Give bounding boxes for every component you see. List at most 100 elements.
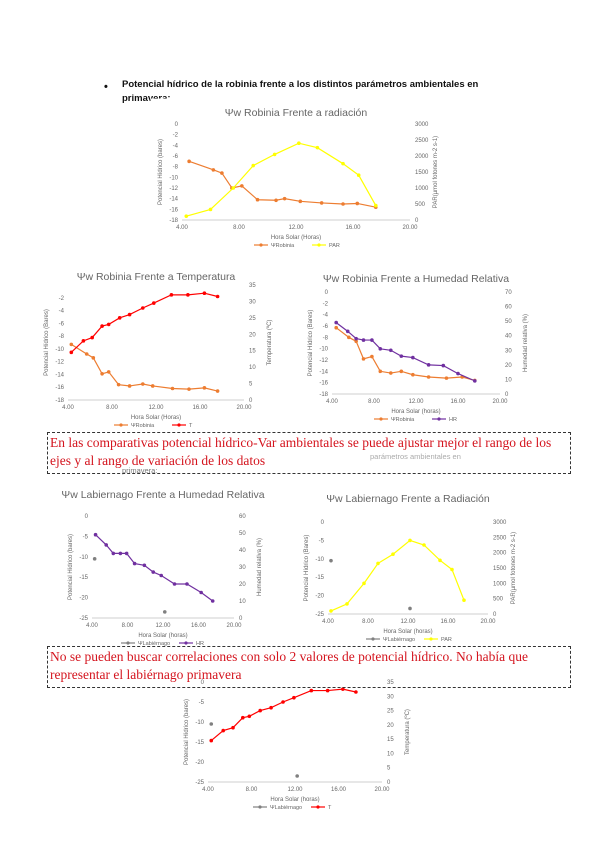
data-point [240, 184, 244, 188]
data-point [356, 173, 361, 177]
chart-background [38, 260, 280, 412]
y-tick-label: -12 [55, 360, 64, 366]
y2-tick-label: 2500 [415, 138, 429, 144]
y-tick-label: -15 [79, 575, 88, 581]
data-point [90, 335, 94, 340]
data-point [354, 336, 358, 341]
y2-tick-label: 20 [239, 582, 246, 588]
data-point [315, 145, 320, 150]
chart-background [170, 680, 410, 810]
data-point [399, 354, 404, 358]
x-tick-label: 16.00 [440, 619, 456, 625]
data-point [347, 335, 351, 340]
x-axis-label: Hora Solar (Horas) [131, 415, 181, 421]
legend-marker [259, 243, 263, 247]
data-point [438, 558, 442, 563]
data-point [186, 293, 190, 297]
y-tick-label: -5 [319, 538, 325, 544]
y2-tick-label: 70 [505, 290, 512, 296]
x-tick-label: 20.00 [236, 405, 252, 411]
data-point [209, 722, 214, 726]
legend-label: PAR [441, 637, 452, 643]
data-point [462, 598, 466, 602]
data-point [370, 338, 374, 342]
data-point [334, 320, 338, 325]
y-tick-label: 0 [325, 290, 329, 296]
data-point [295, 774, 299, 778]
y-tick-label: -18 [169, 218, 178, 224]
legend-label: T [189, 423, 193, 429]
data-point [309, 688, 314, 693]
data-point [334, 325, 338, 330]
y2-tick-label: 15 [387, 737, 394, 743]
data-point [282, 196, 287, 201]
legend-label: ΨRobinia [131, 423, 155, 429]
y2-axis-label: Humedad relativa (%) [523, 314, 529, 372]
y-axis-label: Potencial Hídrico (Bares) [44, 309, 50, 376]
y-tick-label: -4 [173, 143, 179, 149]
legend-label: HR [196, 641, 204, 647]
x-axis-label: Hora Solar (horas) [383, 629, 432, 635]
data-point [378, 347, 383, 351]
x-tick-label: 8.00 [122, 623, 134, 629]
chart-background [150, 98, 440, 258]
chart-title: Ψw Labiernago Frente a Humedad Relativa [61, 489, 264, 501]
y2-tick-label: 3000 [415, 122, 429, 128]
data-point [319, 201, 324, 205]
data-point [81, 339, 86, 343]
y2-axis-label: PAR(µmol fotones m-2 s-1) [433, 136, 439, 208]
y-tick-label: -10 [79, 555, 88, 561]
annotation-note-correlations: No se pueden buscar correlaciones con so… [47, 646, 571, 688]
data-point [187, 387, 191, 391]
x-tick-label: 16.00 [191, 623, 207, 629]
y2-axis-label: Temperatura (ºC) [266, 320, 273, 366]
y2-tick-label: 2000 [493, 551, 507, 557]
y2-tick-label: 50 [505, 319, 512, 325]
y2-tick-label: 20 [505, 363, 512, 369]
legend-marker [429, 637, 433, 641]
y2-tick-label: 10 [387, 751, 394, 757]
x-tick-label: 8.00 [233, 225, 245, 231]
chart-background [58, 478, 268, 640]
x-tick-label: 16.00 [192, 405, 208, 411]
x-tick-label: 8.00 [362, 619, 374, 625]
y2-tick-label: 25 [249, 316, 256, 322]
y2-tick-label: 30 [239, 565, 246, 571]
section-heading: • Potencial hídrico de la robinia frente… [104, 78, 524, 106]
data-point [221, 728, 226, 733]
annotation-note-correlations-text: No se pueden buscar correlaciones con so… [50, 649, 528, 682]
data-point [127, 384, 132, 388]
data-point [341, 202, 345, 206]
data-point [378, 369, 383, 374]
y-tick-label: -20 [315, 594, 324, 600]
y-tick-label: 0 [201, 680, 205, 686]
legend-marker [119, 423, 123, 427]
data-point [211, 168, 216, 172]
data-point [361, 338, 366, 342]
legend-label: ΨLabiérnago [138, 641, 170, 647]
y-tick-label: -2 [173, 133, 179, 139]
legend-label: T [328, 805, 332, 811]
ghost-heading-text: parámetros ambientales en [370, 452, 461, 461]
y-tick-label: 0 [85, 514, 89, 520]
y-axis-label: Potencial Hídrico (bares) [68, 534, 74, 600]
data-point [274, 198, 278, 203]
data-point [159, 573, 164, 578]
data-point [209, 738, 214, 743]
legend-marker [177, 423, 181, 427]
y2-tick-label: 1000 [415, 186, 429, 192]
data-point [124, 551, 129, 556]
y2-tick-label: 0 [387, 780, 391, 786]
data-point [341, 687, 345, 691]
y-axis-label: Potencial Hídrico (bares) [184, 699, 190, 765]
data-point [210, 599, 215, 603]
y-tick-label: -15 [315, 575, 324, 581]
y2-tick-label: 30 [387, 694, 394, 700]
x-tick-label: 8.00 [106, 405, 118, 411]
y2-tick-label: 0 [249, 398, 253, 404]
legend-marker [379, 417, 383, 421]
data-point [422, 543, 426, 547]
y-tick-label: -10 [319, 347, 328, 353]
data-point [281, 700, 285, 704]
y2-tick-label: 40 [505, 334, 512, 340]
